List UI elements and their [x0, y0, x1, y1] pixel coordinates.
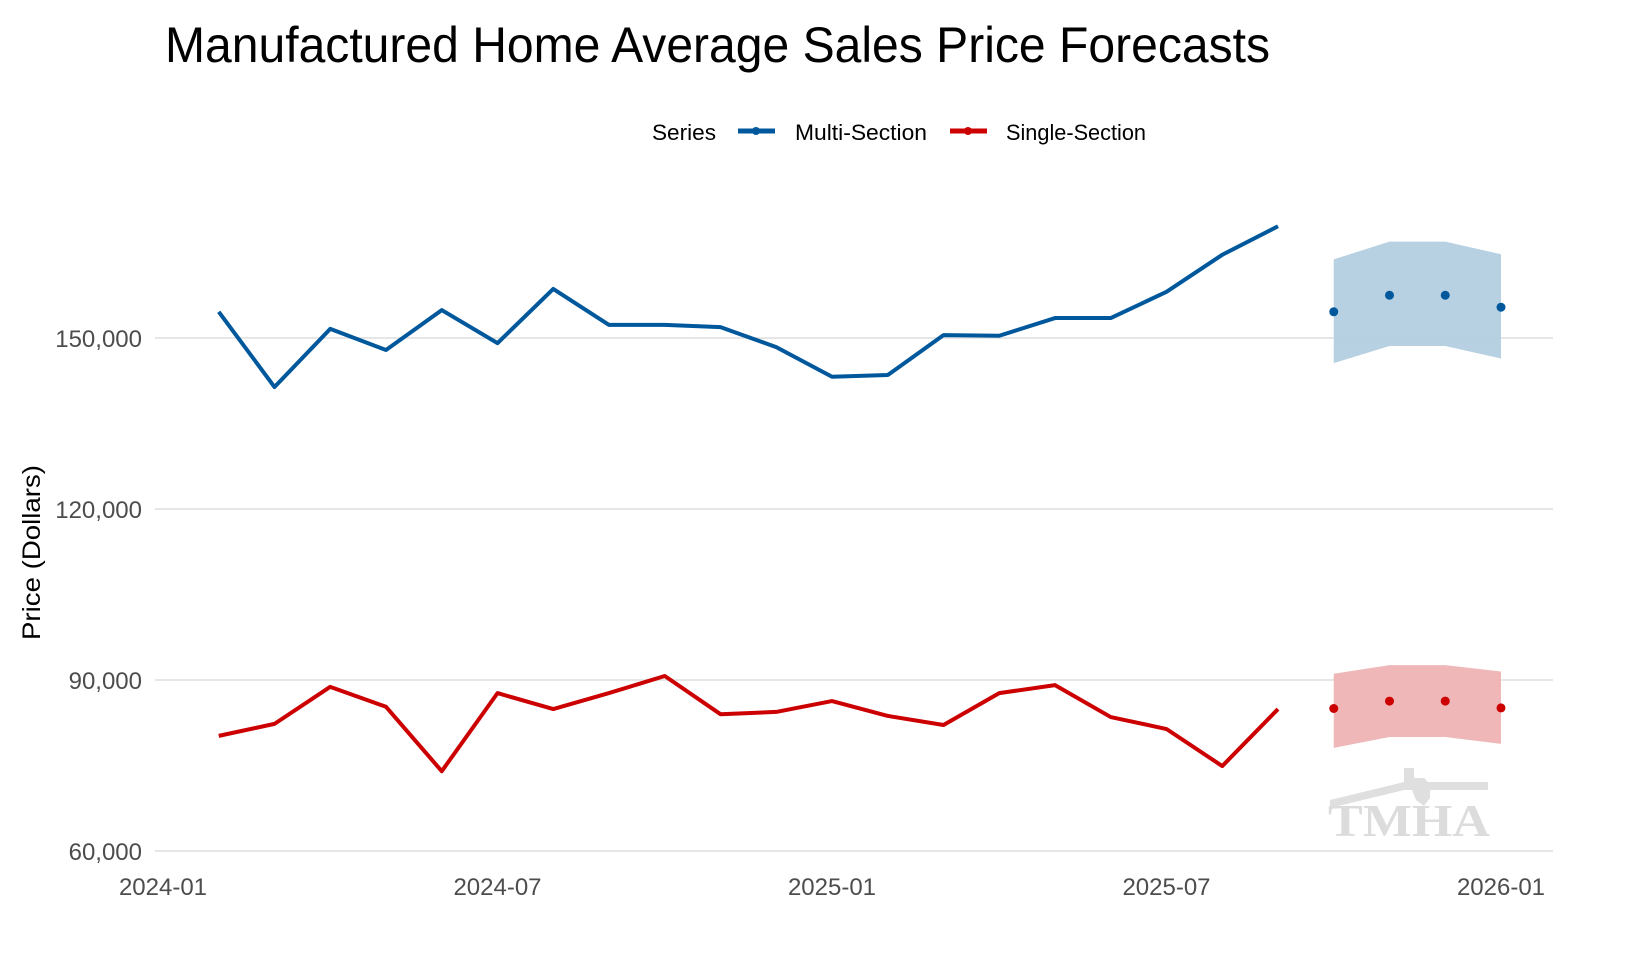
forecast-band-single-section — [1333, 665, 1501, 748]
forecast-point-multi-section — [1440, 290, 1450, 300]
y-tick-label: 120,000 — [55, 497, 142, 524]
forecast-points — [1329, 290, 1506, 713]
x-tick-label: 2026-01 — [1457, 874, 1545, 901]
legend-item-single-section[interactable]: Single-Section — [950, 120, 1146, 145]
y-axis-title: Price (Dollars) — [18, 465, 46, 640]
forecast-point-single-section — [1440, 696, 1450, 706]
x-tick-label: 2024-07 — [453, 874, 541, 901]
x-tick-label: 2024-01 — [119, 874, 207, 901]
legend-dot-multi — [752, 127, 760, 135]
gridlines — [155, 337, 1553, 852]
series-line-multi-section — [217, 224, 1279, 390]
legend-dot-single — [964, 127, 972, 135]
forecast-point-single-section — [1496, 703, 1506, 713]
x-tick-label: 2025-07 — [1122, 874, 1210, 901]
y-axis-ticks: 60,000 90,000 120,000 150,000 — [55, 326, 142, 866]
x-axis-ticks: 2024-01 2024-07 2025-01 2025-07 2026-01 — [119, 874, 1545, 901]
forecast-bands — [1333, 241, 1501, 748]
chart-title: Manufactured Home Average Sales Price Fo… — [165, 17, 1270, 73]
tmha-logo: TMHA — [1328, 768, 1490, 846]
x-tick-label: 2025-01 — [788, 874, 876, 901]
roof-icon — [1330, 782, 1488, 808]
legend-item-multi-section[interactable]: Multi-Section — [738, 120, 927, 145]
forecast-point-multi-section — [1329, 307, 1339, 317]
series-line-single-section — [218, 674, 1280, 774]
forecast-point-single-section — [1385, 696, 1394, 706]
y-tick-label: 60,000 — [69, 839, 142, 866]
forecast-point-single-section — [1329, 704, 1339, 713]
legend-label-multi: Multi-Section — [795, 120, 927, 145]
legend-title: Series — [652, 120, 716, 145]
watermark-text: TMHA — [1328, 795, 1490, 846]
legend-label-single: Single-Section — [1006, 120, 1146, 145]
legend: Series Multi-Section Single-Section — [652, 120, 1146, 145]
y-tick-label: 150,000 — [55, 326, 142, 353]
series-lines — [217, 224, 1280, 774]
forecast-point-multi-section — [1385, 290, 1394, 300]
y-tick-label: 90,000 — [69, 668, 142, 695]
forecast-point-multi-section — [1496, 302, 1506, 312]
forecast-band-multi-section — [1333, 241, 1501, 364]
